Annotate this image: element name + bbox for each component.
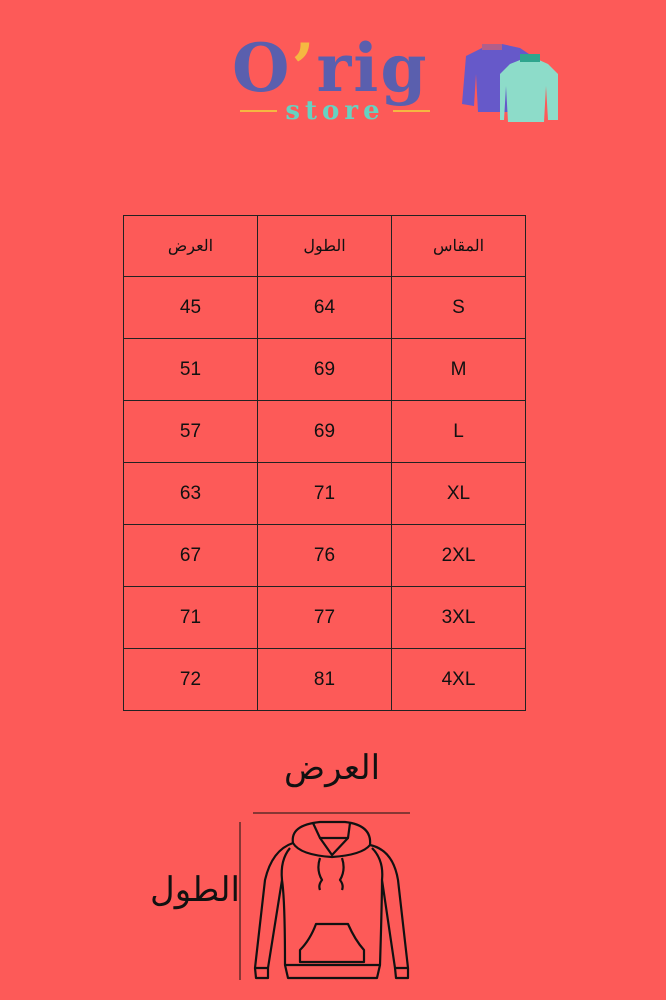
- cell-width: 57: [123, 400, 258, 463]
- table-row: XL 71 63: [123, 462, 526, 525]
- cell-size: XL: [391, 462, 526, 525]
- cell-size: 4XL: [391, 648, 526, 711]
- header-length: الطول: [257, 215, 392, 277]
- length-label: الطول: [150, 870, 240, 910]
- cell-length: 69: [257, 338, 392, 401]
- store-logo: O’rig store: [230, 28, 570, 128]
- cell-length: 71: [257, 462, 392, 525]
- cell-size: 3XL: [391, 586, 526, 649]
- width-label: العرض: [284, 748, 381, 788]
- logo-subtitle: store: [240, 96, 431, 126]
- table-header-row: المقاس الطول العرض: [123, 215, 526, 277]
- table-row: L 69 57: [123, 400, 526, 463]
- sweaters-icon: [462, 44, 558, 122]
- table-row: M 69 51: [123, 338, 526, 401]
- table-row: 3XL 77 71: [123, 586, 526, 649]
- cell-length: 69: [257, 400, 392, 463]
- cell-length: 77: [257, 586, 392, 649]
- header-size: المقاس: [391, 215, 526, 277]
- cell-width: 72: [123, 648, 258, 711]
- hoodie-icon: [239, 812, 410, 980]
- cell-width: 67: [123, 524, 258, 587]
- cell-length: 76: [257, 524, 392, 587]
- table-row: 4XL 81 72: [123, 648, 526, 711]
- cell-size: L: [391, 400, 526, 463]
- cell-length: 64: [257, 276, 392, 339]
- cell-size: S: [391, 276, 526, 339]
- logo-wordmark: O’rig: [232, 29, 429, 107]
- size-chart-table: المقاس الطول العرض S 64 45 M 69 51 L 69 57 XL 7…: [123, 215, 526, 711]
- table-row: 2XL 76 67: [123, 524, 526, 587]
- cell-width: 45: [123, 276, 258, 339]
- cell-length: 81: [257, 648, 392, 711]
- cell-size: 2XL: [391, 524, 526, 587]
- cell-size: M: [391, 338, 526, 401]
- cell-width: 71: [123, 586, 258, 649]
- cell-width: 63: [123, 462, 258, 525]
- cell-width: 51: [123, 338, 258, 401]
- table-row: S 64 45: [123, 276, 526, 339]
- header-width: العرض: [123, 215, 258, 277]
